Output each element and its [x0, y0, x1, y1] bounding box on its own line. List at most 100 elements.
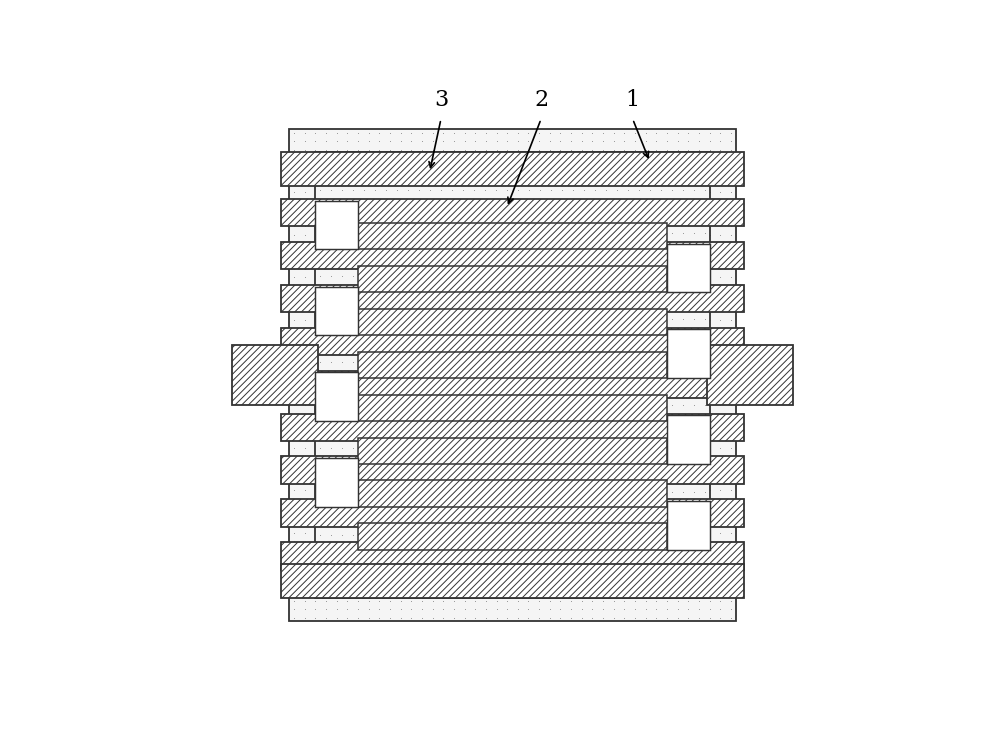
Point — [531, 254, 547, 266]
Point — [382, 212, 398, 224]
Point — [574, 467, 590, 479]
Point — [510, 563, 526, 575]
Point — [595, 569, 611, 581]
Point — [489, 569, 505, 581]
Point — [446, 518, 462, 530]
Bar — [281, 564, 744, 598]
Point — [286, 535, 302, 547]
Point — [393, 204, 409, 215]
Point — [414, 510, 430, 522]
Point — [350, 493, 366, 504]
Point — [393, 611, 409, 623]
Point — [620, 554, 636, 566]
Point — [653, 400, 669, 412]
Point — [642, 382, 658, 394]
Point — [403, 288, 419, 300]
Point — [510, 434, 526, 446]
Point — [350, 391, 366, 403]
Point — [378, 253, 394, 265]
Point — [400, 374, 416, 386]
Point — [312, 580, 328, 592]
Point — [489, 561, 505, 573]
Point — [563, 127, 579, 139]
Point — [339, 408, 355, 420]
Point — [606, 502, 622, 513]
Point — [367, 529, 383, 541]
Point — [554, 400, 570, 412]
Point — [318, 561, 334, 573]
Point — [350, 246, 366, 258]
Point — [520, 424, 536, 436]
Point — [598, 357, 614, 369]
Point — [574, 424, 590, 436]
Point — [433, 236, 449, 247]
Point — [606, 135, 622, 147]
Point — [435, 467, 451, 479]
Point — [455, 571, 471, 583]
Point — [664, 494, 680, 506]
Point — [478, 169, 494, 181]
Point — [411, 408, 427, 420]
Point — [587, 391, 603, 403]
Point — [312, 382, 328, 394]
Point — [510, 365, 526, 377]
Point — [334, 322, 350, 334]
Point — [345, 357, 361, 369]
Point — [574, 595, 590, 607]
Point — [466, 511, 482, 523]
Point — [595, 493, 611, 504]
Point — [467, 297, 483, 309]
Point — [286, 450, 302, 462]
Point — [356, 244, 372, 256]
Point — [510, 374, 526, 386]
Point — [595, 441, 611, 453]
Point — [598, 460, 614, 472]
Point — [425, 314, 441, 326]
Point — [595, 204, 611, 215]
Point — [286, 246, 302, 258]
Point — [532, 244, 548, 256]
Point — [323, 348, 339, 360]
Point — [642, 546, 658, 558]
Point — [576, 580, 592, 592]
Point — [371, 382, 387, 394]
Point — [312, 589, 328, 601]
Point — [563, 458, 579, 470]
Point — [576, 279, 592, 291]
Point — [510, 340, 526, 351]
Point — [563, 424, 579, 436]
Point — [563, 441, 579, 453]
Point — [510, 484, 526, 496]
Point — [595, 263, 611, 275]
Point — [323, 580, 339, 592]
Point — [574, 204, 590, 215]
Point — [446, 357, 462, 369]
Point — [446, 424, 462, 436]
Point — [565, 468, 581, 480]
Point — [371, 510, 387, 522]
Point — [433, 382, 449, 394]
Point — [488, 167, 504, 179]
Point — [616, 408, 632, 420]
Point — [286, 169, 302, 181]
Point — [425, 611, 441, 623]
Point — [446, 561, 462, 573]
Point — [712, 297, 728, 309]
Point — [297, 433, 313, 445]
Point — [702, 408, 718, 420]
Point — [606, 254, 622, 266]
Point — [664, 529, 680, 541]
Point — [382, 297, 398, 309]
Point — [345, 443, 361, 455]
Point — [329, 416, 345, 428]
Point — [297, 297, 313, 309]
Point — [642, 571, 658, 583]
Point — [620, 417, 636, 429]
Point — [598, 192, 614, 204]
Point — [323, 425, 339, 437]
Point — [565, 331, 581, 343]
Point — [489, 416, 505, 428]
Point — [552, 288, 568, 300]
Point — [521, 580, 537, 592]
Point — [400, 451, 416, 463]
